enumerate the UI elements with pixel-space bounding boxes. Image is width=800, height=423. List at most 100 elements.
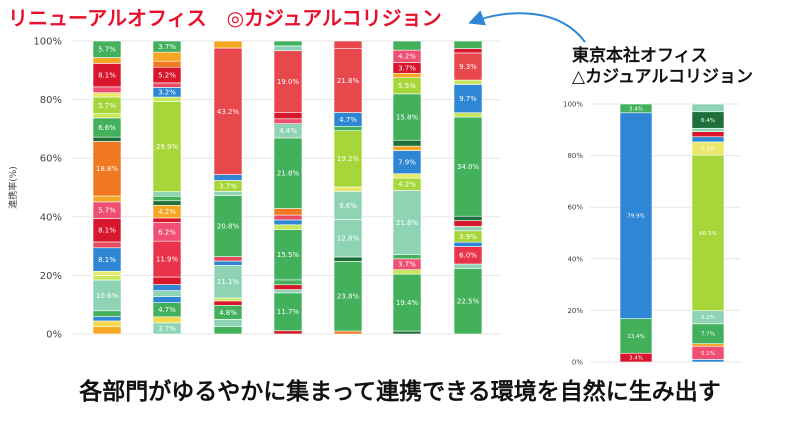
bar-segment	[619, 112, 653, 319]
bar-segment	[619, 318, 653, 354]
bar-segment	[333, 48, 363, 113]
bar-segment	[691, 359, 725, 363]
bar-segment	[691, 103, 725, 113]
bar-segment	[453, 52, 483, 81]
data-label: 8.1%	[98, 256, 116, 264]
data-label: 13.4%	[627, 334, 644, 340]
bar-segment	[691, 343, 725, 347]
tokyo-office-title-line2: △カジュアルコリジョン	[572, 67, 754, 87]
bar-segment	[152, 40, 182, 53]
bar-segment	[213, 47, 243, 175]
data-label: 21.8%	[396, 219, 419, 227]
y-tick-label: 40%	[40, 212, 62, 223]
bar-segment	[213, 40, 243, 49]
data-label: 12.8%	[337, 235, 360, 243]
data-label: 3.7%	[219, 182, 237, 190]
bar-segment	[333, 191, 363, 220]
data-label: 4.2%	[398, 181, 416, 189]
y-tick-label: 80%	[567, 152, 583, 160]
data-label: 5.1%	[701, 146, 715, 152]
data-label: 79.9%	[627, 214, 644, 220]
data-label: 3.4%	[629, 356, 643, 362]
data-label: 3.4%	[629, 106, 643, 112]
tokyo-office-title: 東京本社オフィス △カジュアルコリジョン	[572, 46, 753, 88]
bar-segment	[691, 136, 725, 143]
data-label: 6.0%	[459, 252, 477, 260]
data-label: 4.4%	[279, 127, 297, 135]
tokyo-office-title-line1: 東京本社オフィス	[572, 46, 708, 66]
data-label: 11.9%	[156, 256, 179, 264]
renewal-office-title: リニューアルオフィス ◎カジュアルコリジョン	[8, 6, 442, 30]
data-label: 3.7%	[398, 64, 416, 72]
data-label: 5.2%	[158, 72, 176, 80]
data-label: 19.4%	[396, 299, 419, 307]
bar-segment	[92, 279, 122, 312]
data-label: 3.7%	[398, 261, 416, 269]
data-label: 8.1%	[98, 72, 116, 80]
bar-segment	[453, 84, 483, 114]
conclusion-text: 各部門がゆるやかに集まって連携できる環境を自然に生み出す	[79, 379, 721, 405]
data-label: 3.9%	[459, 233, 477, 241]
y-tick-label: 20%	[567, 307, 583, 315]
data-label: 29.9%	[156, 143, 179, 151]
y-tick-label: 40%	[567, 255, 583, 263]
data-label: 19.2%	[337, 155, 360, 163]
data-label: 3.2%	[158, 89, 176, 97]
data-label: 4.2%	[398, 53, 416, 61]
data-label: 20.8%	[217, 223, 240, 231]
bar-segment	[273, 40, 303, 47]
bar-segment	[273, 229, 303, 281]
bar-segment	[691, 127, 725, 132]
data-label: 15.5%	[277, 251, 300, 259]
bar-segment	[619, 103, 653, 114]
data-label: 3.7%	[158, 325, 176, 333]
y-tick-label: 60%	[567, 204, 583, 212]
y-tick-label: 100%	[563, 100, 583, 108]
data-label: 7.7%	[701, 332, 715, 338]
data-label: 22.5%	[457, 298, 480, 306]
data-label: 15.8%	[396, 113, 419, 121]
bar-segment	[453, 268, 483, 335]
data-label: 43.2%	[217, 108, 240, 116]
data-label: 4.8%	[219, 309, 237, 317]
data-label: 5.7%	[98, 102, 116, 110]
bar-segment	[213, 265, 243, 299]
y-axis-label: 連携率(%)	[7, 166, 19, 209]
bar-segment	[92, 40, 122, 58]
bar-segment	[333, 219, 363, 258]
data-label: 6.4%	[701, 118, 715, 124]
data-label: 5.1%	[701, 315, 715, 321]
bar-segment	[333, 130, 363, 188]
data-label: 9.6%	[339, 202, 357, 210]
bar-segment	[392, 93, 422, 141]
bar-segment	[691, 131, 725, 138]
data-label: 5.7%	[98, 46, 116, 54]
data-label: 4.7%	[339, 116, 357, 124]
data-label: 34.0%	[457, 163, 480, 171]
y-tick-label: 0%	[572, 358, 583, 366]
bar-segment	[333, 261, 363, 332]
data-label: 8.1%	[98, 227, 116, 235]
data-label: 6.6%	[98, 124, 116, 132]
data-label: 18.8%	[96, 165, 119, 173]
data-label: 4.2%	[158, 208, 176, 216]
bar-segment	[273, 137, 303, 209]
data-label: 9.7%	[459, 95, 477, 103]
bar-segment	[152, 101, 182, 193]
data-label: 11.7%	[277, 308, 300, 316]
bar-segment	[333, 40, 363, 49]
bar-segment	[691, 154, 725, 311]
bar-segment	[392, 273, 422, 332]
y-tick-label: 80%	[40, 95, 62, 106]
bar-segment	[453, 116, 483, 217]
data-label: 6.2%	[158, 228, 176, 236]
y-tick-label: 60%	[40, 154, 62, 165]
data-label: 7.9%	[398, 159, 416, 167]
data-label: 3.7%	[158, 43, 176, 51]
data-label: 11.1%	[217, 278, 240, 286]
data-label: 5.7%	[98, 207, 116, 215]
data-label: 5.1%	[701, 351, 715, 357]
